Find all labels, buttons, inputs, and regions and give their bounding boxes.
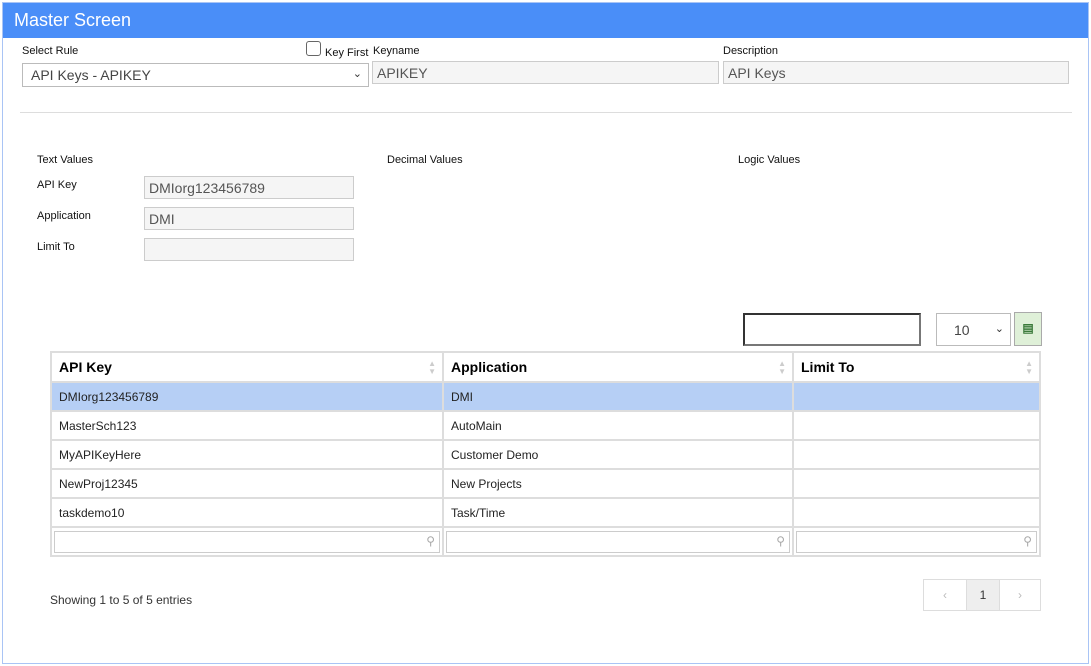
filter-application[interactable]: ⚲ <box>442 526 794 557</box>
search-icon: ⚲ <box>426 533 435 548</box>
filter-limit-to[interactable]: ⚲ <box>792 526 1041 557</box>
key-first-label: Key First <box>325 47 369 59</box>
select-rule-dropdown[interactable]: API Keys - APIKEY ⌄ <box>22 63 369 87</box>
excel-icon: ▤ <box>1022 321 1034 335</box>
key-first-checkbox[interactable] <box>306 41 321 56</box>
search-icon: ⚲ <box>1023 533 1032 548</box>
next-page-button[interactable]: › <box>1018 588 1022 602</box>
application-field[interactable]: DMI <box>144 207 354 230</box>
table-row[interactable]: taskdemo10 Task/Time <box>50 497 1041 528</box>
filter-api-key[interactable]: ⚲ <box>50 526 444 557</box>
column-header-application[interactable]: Application ▲ ▼ <box>442 351 794 383</box>
sort-icon: ▲ ▼ <box>428 359 436 376</box>
api-keys-table: API Key ▲ ▼ Application ▲ ▼ Limit To ▲ ▼ DMIor… <box>50 351 1041 557</box>
column-header-api-key[interactable]: API Key ▲ ▼ <box>50 351 444 383</box>
search-icon: ⚲ <box>776 533 785 548</box>
page-1-button[interactable]: 1 <box>966 580 1000 610</box>
limit-to-label: Limit To <box>37 241 75 253</box>
sort-icon: ▲ ▼ <box>1025 359 1033 376</box>
table-info: Showing 1 to 5 of 5 entries <box>50 593 193 607</box>
pagination: ‹ 1 › <box>923 579 1041 611</box>
table-row[interactable]: DMIorg123456789 DMI <box>50 381 1041 412</box>
application-label: Application <box>37 210 91 222</box>
table-row[interactable]: NewProj12345 New Projects <box>50 468 1041 499</box>
chevron-down-icon: ⌄ <box>994 323 1004 335</box>
page-size-select[interactable]: 10 ⌄ <box>936 313 1011 346</box>
divider <box>20 112 1072 113</box>
table-row[interactable]: MasterSch123 AutoMain <box>50 410 1041 441</box>
decimal-values-heading: Decimal Values <box>387 154 463 166</box>
keyname-label: Keyname <box>373 45 420 57</box>
column-header-limit-to[interactable]: Limit To ▲ ▼ <box>792 351 1041 383</box>
description-field[interactable]: API Keys <box>723 61 1069 84</box>
select-rule-value: API Keys - APIKEY <box>31 67 151 83</box>
chevron-down-icon: ⌄ <box>352 68 362 80</box>
table-search-input[interactable] <box>743 313 921 346</box>
table-row[interactable]: MyAPIKeyHere Customer Demo <box>50 439 1041 470</box>
limit-to-field[interactable] <box>144 238 354 261</box>
text-values-heading: Text Values <box>37 154 94 166</box>
select-rule-label: Select Rule <box>22 45 79 57</box>
page-size-value: 10 <box>954 322 970 338</box>
excel-export-button[interactable]: ▤ <box>1014 312 1042 346</box>
keyname-field[interactable]: APIKEY <box>372 61 719 84</box>
prev-page-button[interactable]: ‹ <box>943 588 947 602</box>
sort-icon: ▲ ▼ <box>778 359 786 376</box>
description-label: Description <box>723 45 779 57</box>
api-key-field[interactable]: DMIorg123456789 <box>144 176 354 199</box>
api-key-label: API Key <box>37 179 77 191</box>
logic-values-heading: Logic Values <box>738 154 801 166</box>
page-title: Master Screen <box>3 3 1088 38</box>
